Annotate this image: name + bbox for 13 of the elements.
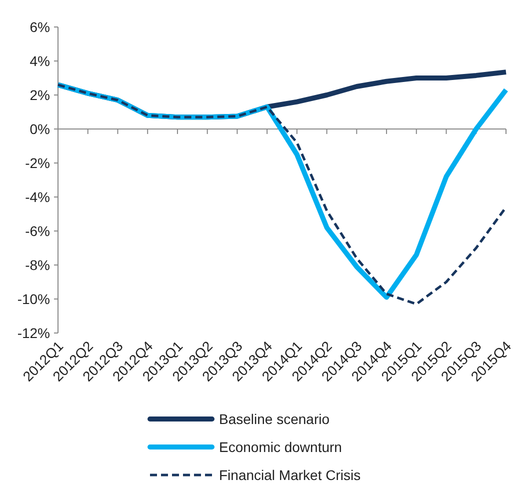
legend-label: Economic downturn [219, 438, 342, 455]
y-tick-label: -8% [25, 256, 50, 273]
y-tick-label: 6% [30, 18, 50, 35]
y-tick-label: 2% [30, 86, 50, 103]
y-tick-label: -6% [25, 222, 50, 239]
y-tick-label: -10% [17, 290, 50, 307]
legend-label: Financial Market Crisis [219, 466, 361, 483]
y-tick-label: -12% [17, 324, 50, 341]
legend-label: Baseline scenario [219, 410, 330, 427]
y-tick-label: -2% [25, 154, 50, 171]
y-tick-label: -4% [25, 188, 50, 205]
y-tick-label: 4% [30, 52, 50, 69]
y-tick-label: 0% [30, 120, 50, 137]
